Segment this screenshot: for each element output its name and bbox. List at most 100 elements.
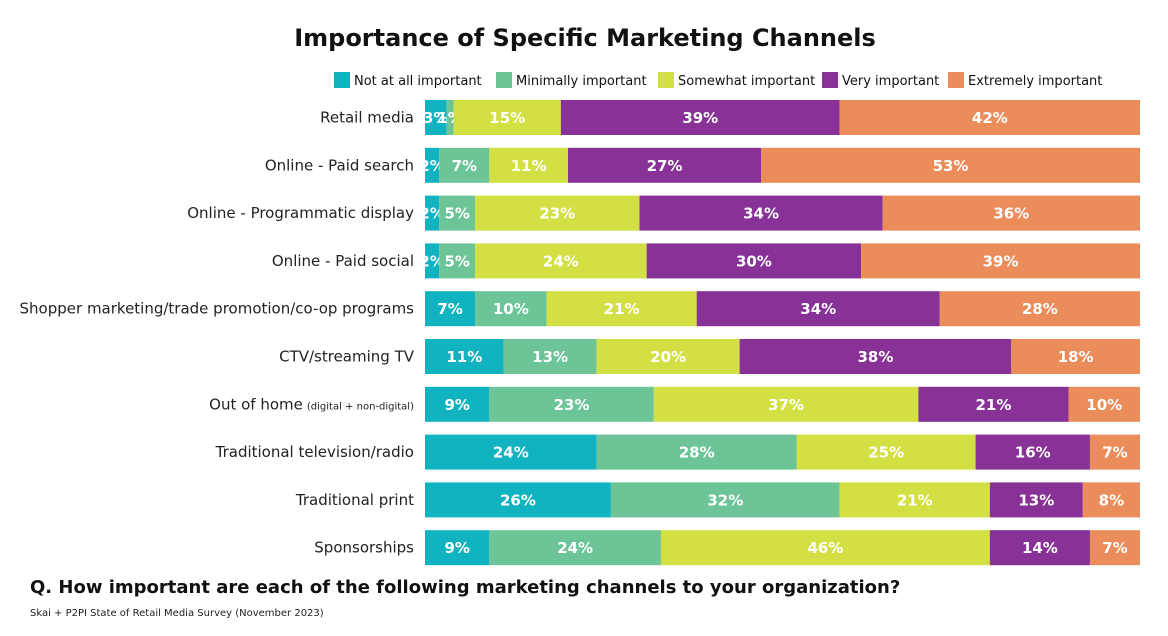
data-label: 21% bbox=[604, 300, 640, 318]
data-label: 24% bbox=[493, 444, 529, 462]
data-label: 24% bbox=[557, 539, 593, 557]
bar-segment-very-important bbox=[560, 100, 840, 135]
data-label: 16% bbox=[1015, 444, 1051, 462]
data-label: 39% bbox=[983, 252, 1019, 270]
bar-segment-very-important bbox=[989, 530, 1090, 566]
bar-segment-extremely-important bbox=[882, 195, 1140, 231]
data-label: 14% bbox=[1022, 539, 1058, 557]
legend-swatch-not-at-all-important bbox=[334, 72, 350, 88]
category-label: Traditional print bbox=[295, 491, 414, 509]
legend-label-not-at-all-important: Not at all important bbox=[354, 74, 482, 89]
bar-segment-minimally-important bbox=[489, 386, 654, 422]
bar-segment-extremely-important bbox=[839, 100, 1140, 135]
bar-segment-very-important bbox=[739, 339, 1012, 374]
data-label: 34% bbox=[800, 300, 836, 318]
data-label: 13% bbox=[1018, 491, 1054, 509]
legend-label-very-important: Very important bbox=[842, 74, 939, 89]
data-label: 46% bbox=[807, 539, 843, 557]
bar-segment-extremely-important bbox=[1089, 434, 1140, 470]
data-label: 23% bbox=[554, 396, 590, 414]
data-label: 7% bbox=[1102, 539, 1127, 557]
bar-segment-minimally-important bbox=[439, 243, 476, 279]
source-note: Skai + P2PI State of Retail Media Survey… bbox=[30, 608, 324, 619]
data-label: 42% bbox=[972, 109, 1008, 127]
bar-segment-minimally-important bbox=[489, 530, 661, 566]
bar-segment-very-important bbox=[646, 243, 862, 279]
category-label: Shopper marketing/trade promotion/co-op … bbox=[20, 300, 415, 318]
bar-segment-extremely-important bbox=[861, 243, 1140, 279]
data-label: 27% bbox=[647, 157, 683, 175]
bar-segment-somewhat-important bbox=[596, 339, 740, 374]
legend-swatch-extremely-important bbox=[948, 72, 964, 88]
bar-segment-extremely-important bbox=[761, 147, 1140, 183]
bar-segment-not-at-all-important bbox=[425, 339, 504, 374]
data-label: 32% bbox=[707, 491, 743, 509]
bar-segment-not-at-all-important bbox=[425, 482, 611, 518]
bar-segment-not-at-all-important bbox=[425, 147, 440, 183]
data-label: 5% bbox=[444, 252, 469, 270]
category-label: Online - Paid social bbox=[272, 252, 414, 270]
bar-segment-not-at-all-important bbox=[425, 530, 490, 566]
data-label: 26% bbox=[500, 491, 536, 509]
legend-swatch-somewhat-important bbox=[658, 72, 674, 88]
category-label: CTV/streaming TV bbox=[279, 348, 415, 366]
data-label: 30% bbox=[736, 252, 772, 270]
category-label: Sponsorships bbox=[314, 539, 414, 557]
category-label: Out of home (digital + non-digital) bbox=[209, 395, 414, 413]
bar-segment-somewhat-important bbox=[653, 386, 919, 422]
data-label: 15% bbox=[489, 109, 525, 127]
bar-segment-very-important bbox=[989, 482, 1083, 518]
bar-segment-not-at-all-important bbox=[425, 291, 476, 327]
data-label: 36% bbox=[993, 205, 1029, 223]
data-label: 11% bbox=[446, 348, 482, 366]
data-label: 9% bbox=[444, 539, 469, 557]
legend-label-minimally-important: Minimally important bbox=[516, 74, 647, 89]
bar-segment-somewhat-important bbox=[796, 434, 976, 470]
data-label: 2% bbox=[419, 157, 444, 175]
bar-segment-not-at-all-important bbox=[425, 386, 490, 422]
bar-segment-minimally-important bbox=[439, 195, 476, 231]
data-label: 18% bbox=[1058, 348, 1094, 366]
data-label: 2% bbox=[419, 205, 444, 223]
bar-segment-very-important bbox=[975, 434, 1090, 470]
legend-swatch-minimally-important bbox=[496, 72, 512, 88]
bar-segment-not-at-all-important bbox=[425, 243, 440, 279]
category-label: Online - Paid search bbox=[265, 156, 414, 174]
data-label: 37% bbox=[768, 396, 804, 414]
bar-segment-somewhat-important bbox=[660, 530, 990, 566]
data-label: 7% bbox=[452, 157, 477, 175]
legend: Not at all important Minimally important S… bbox=[334, 72, 1102, 89]
data-label: 34% bbox=[743, 205, 779, 223]
category-labels: Retail media Online - Paid search Online -… bbox=[20, 109, 415, 557]
bar-segment-not-at-all-important bbox=[425, 195, 440, 231]
bar-segment-minimally-important bbox=[446, 100, 454, 135]
bar-segment-extremely-important bbox=[1082, 482, 1140, 518]
data-label: 13% bbox=[532, 348, 568, 366]
data-label: 2% bbox=[419, 252, 444, 270]
bar-segment-very-important bbox=[568, 147, 762, 183]
data-label: 3% bbox=[423, 109, 448, 127]
bar-segment-very-important bbox=[918, 386, 1069, 422]
category-label: Online - Programmatic display bbox=[187, 204, 414, 222]
bar-segment-somewhat-important bbox=[475, 195, 640, 231]
data-label: 23% bbox=[539, 205, 575, 223]
legend-label-extremely-important: Extremely important bbox=[968, 74, 1102, 89]
bar-segment-very-important bbox=[639, 195, 883, 231]
survey-question: Q. How important are each of the followi… bbox=[30, 577, 900, 598]
legend-swatch-very-important bbox=[822, 72, 838, 88]
bar-segment-minimally-important bbox=[596, 434, 797, 470]
data-label: 8% bbox=[1099, 491, 1124, 509]
bars: 3%1% 15% 39% 42%2% 7% 11% 27% 53%2% 5% 23% 34% 36%2… bbox=[419, 100, 1140, 566]
chart-title: Importance of Specific Marketing Channel… bbox=[294, 24, 876, 52]
data-label: 24% bbox=[543, 252, 579, 270]
bar-segment-not-at-all-important bbox=[425, 434, 597, 470]
bar-segment-extremely-important bbox=[1011, 339, 1140, 374]
bar-segment-somewhat-important bbox=[546, 291, 697, 327]
data-label: 11% bbox=[511, 157, 547, 175]
bar-segment-somewhat-important bbox=[475, 243, 647, 279]
data-label: 28% bbox=[679, 444, 715, 462]
legend-label-somewhat-important: Somewhat important bbox=[678, 74, 815, 89]
data-label: 7% bbox=[437, 300, 462, 318]
bar-segment-not-at-all-important bbox=[425, 100, 447, 135]
data-label: 38% bbox=[857, 348, 893, 366]
